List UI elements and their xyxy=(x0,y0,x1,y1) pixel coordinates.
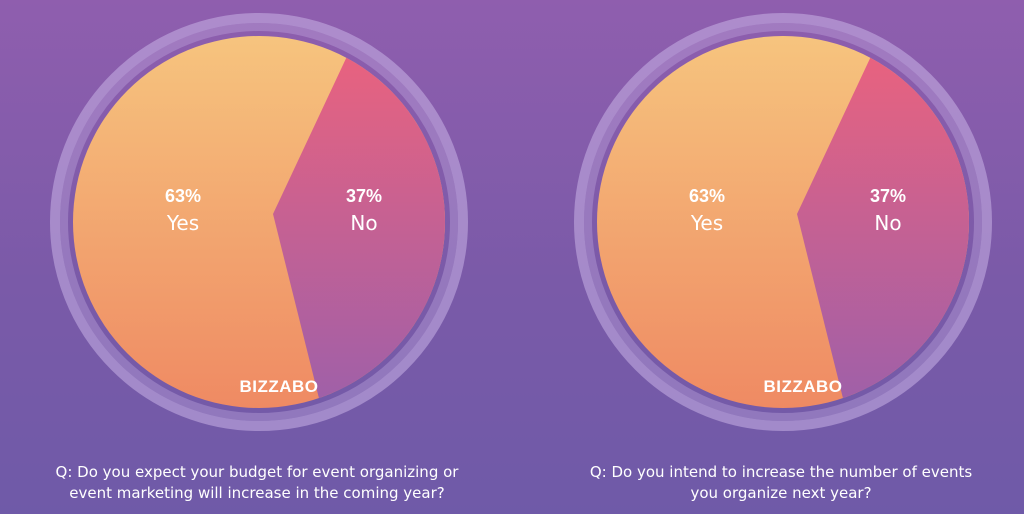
pie-outer-ring xyxy=(50,13,468,431)
chart-budget: 63% Yes 37% No BIZZABO Q: Do you expect your… xyxy=(22,0,492,514)
slice-percent-yes: 63% xyxy=(165,186,201,206)
slice-no xyxy=(273,57,445,399)
question-events-line-1: Q: Do you intend to increase the number … xyxy=(589,463,973,481)
pie-inner-ring xyxy=(584,23,982,421)
slice-label-no: No xyxy=(350,211,377,235)
question-events-line-2: you organize next year? xyxy=(690,484,872,502)
bizzabo-logo: BIZZABO xyxy=(239,377,318,396)
slice-percent-yes: 63% xyxy=(689,186,725,206)
slice-label-yes: Yes xyxy=(166,211,199,235)
chart-events: 63% Yes 37% No BIZZABO Q: Do you intend to i… xyxy=(546,0,1016,514)
slice-label-yes: Yes xyxy=(690,211,723,235)
question-budget: Q: Do you expect your budget for event o… xyxy=(22,462,492,504)
pie-chart-events: 63% Yes 37% No BIZZABO xyxy=(574,13,992,431)
bizzabo-logo: BIZZABO xyxy=(763,377,842,396)
pie-inner-ring xyxy=(60,23,458,421)
slice-label-no: No xyxy=(874,211,901,235)
question-budget-line-1: Q: Do you expect your budget for event o… xyxy=(55,463,459,481)
question-events: Q: Do you intend to increase the number … xyxy=(546,462,1016,504)
question-budget-line-2: event marketing will increase in the com… xyxy=(69,484,445,502)
slice-percent-no: 37% xyxy=(346,186,382,206)
slice-percent-no: 37% xyxy=(870,186,906,206)
pie-chart-budget: 63% Yes 37% No BIZZABO xyxy=(50,13,468,431)
slice-no xyxy=(797,57,969,399)
pie-outer-ring xyxy=(574,13,992,431)
